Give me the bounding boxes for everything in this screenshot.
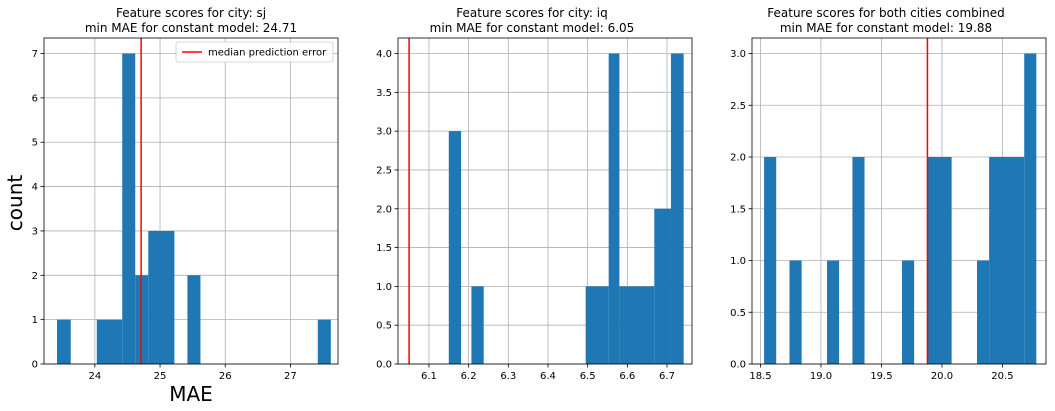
y-tick-label: 2.5: [730, 101, 746, 112]
y-tick-label: 0: [32, 360, 38, 371]
histogram-bar: [764, 157, 777, 364]
histogram-bar: [471, 286, 484, 364]
x-tick-label: 6.4: [540, 371, 556, 382]
y-tick-label: 2.0: [730, 153, 746, 164]
x-tick-label: 24: [88, 371, 101, 382]
y-tick-label: 0.5: [730, 308, 746, 319]
legend-label: median prediction error: [208, 48, 327, 59]
y-tick-label: 1.5: [376, 243, 392, 254]
y-tick-label: 3: [32, 226, 38, 237]
bars: [764, 53, 1037, 365]
x-tick-label: 27: [284, 371, 297, 382]
histogram-bar: [96, 319, 123, 364]
histogram-bar: [448, 131, 462, 364]
chart-title-line1: Feature scores for both cities combined: [767, 6, 1004, 20]
x-tick-label: 19.5: [870, 371, 892, 382]
x-tick-label: 6.6: [619, 371, 635, 382]
chart-panel-sj: Feature scores for city: sj min MAE for …: [3, 6, 339, 406]
plot-frame: [43, 37, 339, 365]
chart-title-line1: Feature scores for city: iq: [456, 6, 607, 20]
y-tick-label: 0.5: [376, 321, 392, 332]
histogram-bar: [852, 157, 865, 364]
y-tick-label: 0.0: [376, 360, 392, 371]
chart-panel-combined: Feature scores for both cities combined …: [730, 6, 1047, 382]
bars: [448, 53, 684, 365]
y-tick-label: 0.0: [730, 360, 746, 371]
histogram-bar: [989, 157, 1025, 364]
legend-box: [175, 41, 334, 63]
histogram-bar: [670, 53, 684, 365]
y-tick-label: 5: [32, 138, 38, 149]
x-tick-label: 6.5: [580, 371, 596, 382]
plot-frame: [397, 37, 693, 365]
y-tick-label: 4.0: [376, 49, 392, 60]
histogram-bar: [1024, 53, 1037, 365]
histogram-bar: [148, 230, 175, 364]
histogram-bar: [608, 53, 620, 365]
y-tick-label: 1.5: [730, 204, 746, 215]
y-tick-label: 1: [32, 315, 38, 326]
histogram-bar: [57, 319, 71, 364]
chart-title-line2: min MAE for constant model: 19.88: [780, 21, 992, 35]
histogram-bar: [619, 286, 655, 364]
y-tick-label: 3.5: [376, 88, 392, 99]
histogram-bar: [654, 208, 671, 364]
x-tick-label: 25: [154, 371, 167, 382]
legend: median prediction error: [175, 41, 334, 63]
y-tick-label: 6: [32, 93, 38, 104]
y-tick-label: 2.0: [376, 204, 392, 215]
chart-title-line1: Feature scores for city: sj: [116, 6, 266, 20]
histogram-bar: [789, 260, 802, 364]
y-axis-label: count: [3, 175, 27, 232]
y-tick-label: 3.0: [730, 49, 746, 60]
histogram-bar: [187, 275, 201, 364]
y-tick-label: 4: [32, 182, 38, 193]
x-tick-label: 6.7: [659, 371, 675, 382]
y-tick-label: 7: [32, 49, 38, 60]
x-axis-label: MAE: [169, 382, 213, 406]
y-tick-label: 2: [32, 271, 38, 282]
x-tick-label: 26: [219, 371, 232, 382]
x-tick-label: 6.3: [500, 371, 516, 382]
bars: [57, 53, 331, 365]
chart-title-line2: min MAE for constant model: 6.05: [430, 21, 635, 35]
plot-frame: [751, 37, 1047, 365]
x-tick-label: 19.0: [810, 371, 832, 382]
y-tick-label: 2.5: [376, 165, 392, 176]
x-tick-label: 18.5: [749, 371, 771, 382]
x-tick-label: 20.5: [991, 371, 1013, 382]
x-tick-label: 6.2: [461, 371, 477, 382]
y-tick-label: 1.0: [730, 256, 746, 267]
histogram-bar: [122, 53, 136, 365]
histogram-bar: [902, 260, 915, 364]
histogram-bar: [927, 157, 952, 364]
chart-panel-iq: Feature scores for city: iq min MAE for …: [376, 6, 693, 382]
x-tick-label: 20.0: [931, 371, 953, 382]
y-tick-label: 1.0: [376, 282, 392, 293]
chart-title-line2: min MAE for constant model: 24.71: [85, 21, 297, 35]
y-tick-label: 3.0: [376, 127, 392, 138]
histogram-bar: [977, 260, 990, 364]
histogram-bar: [827, 260, 840, 364]
histogram-bar: [585, 286, 609, 364]
histogram-bar: [317, 319, 331, 364]
x-tick-label: 6.1: [421, 371, 437, 382]
